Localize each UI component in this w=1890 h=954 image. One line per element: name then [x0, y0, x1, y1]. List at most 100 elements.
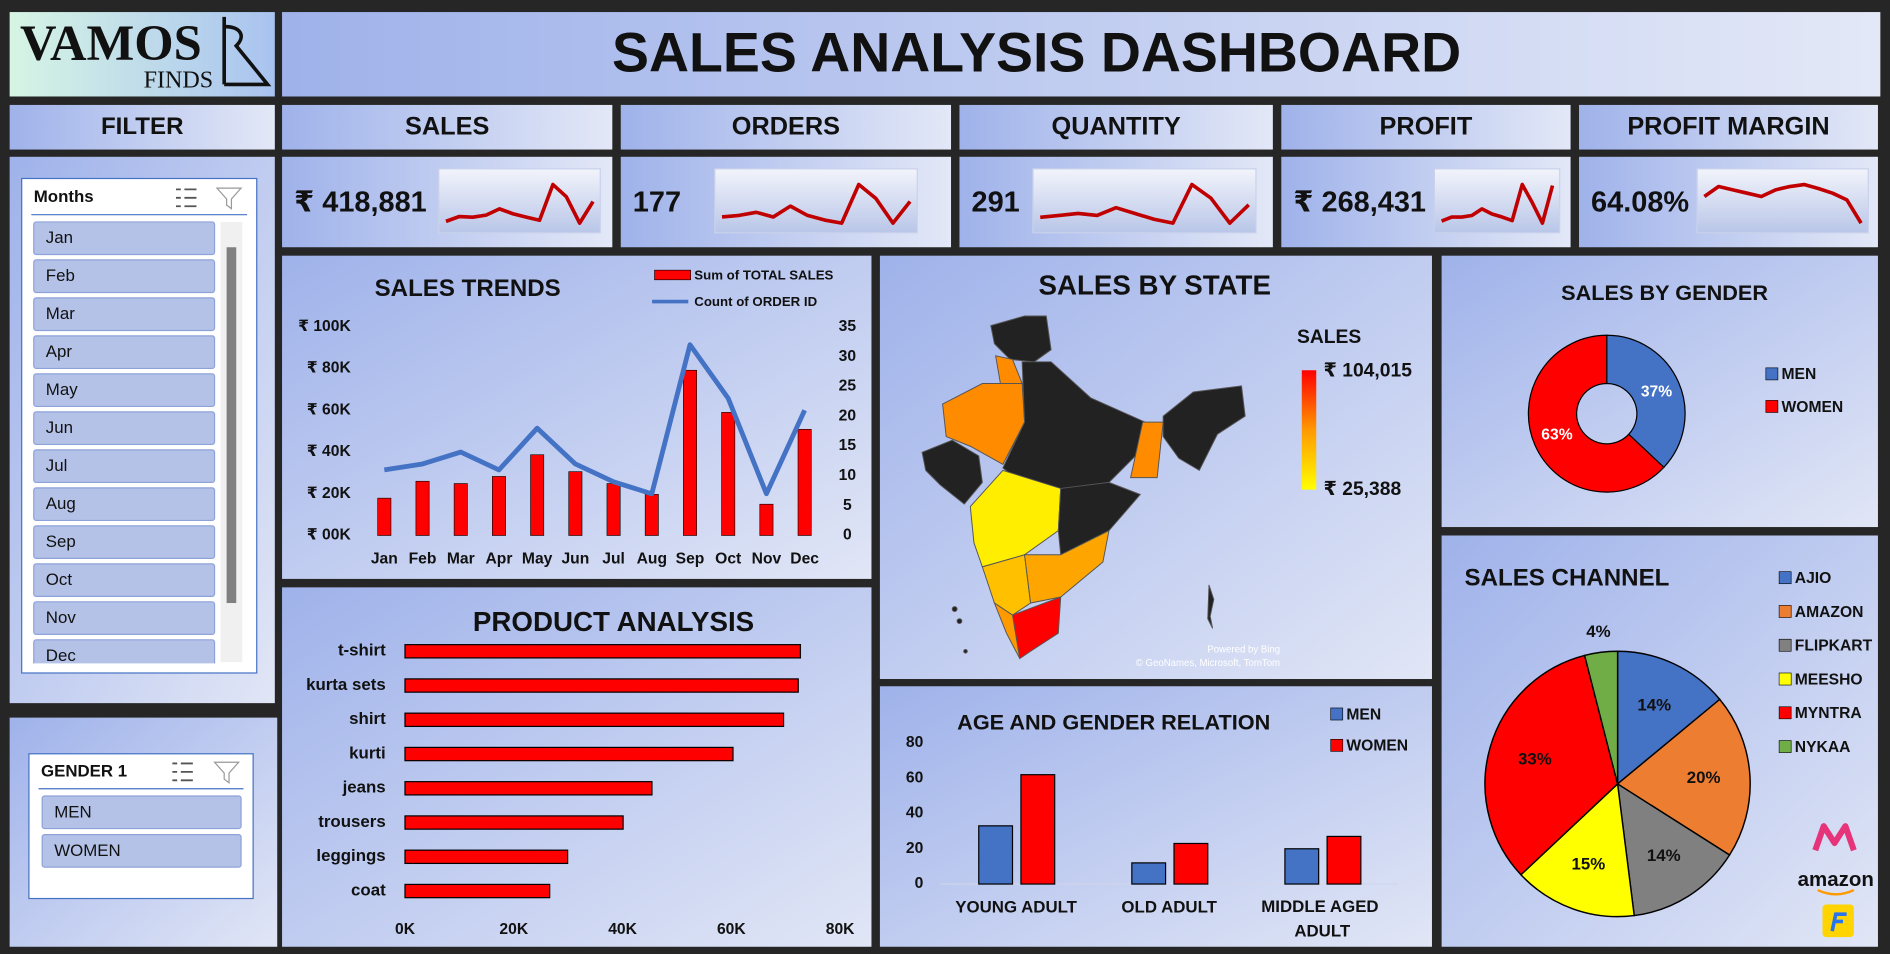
scrollbar-thumb[interactable]: [226, 247, 237, 604]
multi-select-icon[interactable]: [175, 188, 197, 208]
y-tick-label: 60: [906, 769, 924, 786]
bar: [404, 883, 551, 899]
legend-swatch: [1778, 605, 1792, 618]
bar: [1173, 842, 1209, 885]
slicer-item-label[interactable]: Jun: [46, 418, 73, 437]
kpi-header: [620, 104, 952, 150]
legend-label: Sum of TOTAL SALES: [694, 268, 833, 283]
chart-title: AGE AND GENDER RELATION: [957, 709, 1270, 734]
legend-label: MEESHO: [1795, 671, 1863, 688]
kpi-value: 64.08%: [1591, 186, 1689, 218]
slicer-item-label[interactable]: Feb: [46, 266, 75, 285]
legend-title: SALES: [1297, 327, 1361, 348]
slicer-item[interactable]: [33, 563, 216, 598]
slicer-item[interactable]: [33, 411, 216, 446]
chart-title: SALES BY STATE: [1038, 269, 1270, 300]
y2-tick-label: 15: [839, 437, 857, 454]
pie-slice: [1616, 698, 1751, 857]
x-tick-label: 20K: [499, 921, 528, 938]
x-tick-label: Jan: [371, 551, 398, 568]
x-tick-label: Mar: [447, 551, 475, 568]
slicer-item-label[interactable]: Oct: [46, 570, 73, 589]
y-tick-label: trousers: [318, 812, 385, 831]
slicer-item-label[interactable]: Dec: [46, 646, 76, 665]
logo-tagline: FINDS: [144, 68, 214, 94]
bar: [1131, 862, 1167, 885]
slicer-item[interactable]: [33, 297, 216, 332]
slicer-item[interactable]: [33, 335, 216, 370]
sparkline-box: [1032, 168, 1257, 234]
x-tick-label: 80K: [826, 921, 855, 938]
slicer-item[interactable]: [33, 373, 216, 408]
map-attribution: Powered by Bing: [1207, 645, 1280, 656]
slicer-item[interactable]: [33, 525, 216, 560]
kpi-value: ₹ 418,881: [294, 186, 427, 218]
y-tick-label: ₹ 00K: [307, 527, 352, 544]
y-tick-label: jeans: [342, 778, 386, 797]
slicer-item-label[interactable]: Aug: [46, 494, 76, 513]
bar: [404, 849, 569, 865]
pie-slice: [1583, 650, 1619, 785]
legend-swatch: [1765, 367, 1779, 381]
bar: [404, 781, 653, 796]
slicer-item[interactable]: [41, 833, 242, 868]
multi-select-icon[interactable]: [172, 762, 193, 782]
slicer-item[interactable]: [41, 795, 242, 830]
sparkline: [721, 182, 912, 225]
clear-filter-icon[interactable]: [213, 761, 241, 784]
bar: [453, 483, 468, 536]
y2-tick-label: 10: [839, 467, 857, 484]
title-banner: [282, 12, 1881, 97]
slicer-item[interactable]: [33, 601, 216, 635]
data-label: 14%: [1637, 695, 1671, 714]
data-label: 4%: [1586, 622, 1610, 641]
legend-label: WOMEN: [1346, 738, 1408, 755]
slicer-item-label[interactable]: Apr: [46, 342, 73, 361]
x-tick-label: Jul: [602, 551, 625, 568]
slicer-item-label[interactable]: WOMEN: [54, 841, 120, 860]
sparkline: [1703, 182, 1863, 225]
slicer-item-label[interactable]: Jul: [46, 456, 68, 475]
slicer-item[interactable]: [33, 487, 216, 522]
slicer-item-label[interactable]: Jan: [46, 228, 73, 247]
bar: [404, 644, 802, 659]
donut-slice: [1527, 334, 1665, 493]
sparkline: [1040, 182, 1251, 225]
slicer-item[interactable]: [33, 639, 216, 673]
slicer-item-label[interactable]: May: [46, 380, 78, 399]
map-attribution: © GeoNames, Microsoft, TomTom: [1136, 658, 1280, 669]
bar: [415, 480, 430, 536]
slicer-item[interactable]: [33, 449, 216, 484]
bar: [644, 494, 659, 536]
kpi-value: 177: [633, 186, 681, 218]
slicer-item-label[interactable]: MEN: [54, 802, 91, 821]
kpi-label: QUANTITY: [1052, 113, 1181, 141]
sparkline-box: [714, 168, 918, 234]
legend-label: NYKAA: [1795, 739, 1851, 756]
slicer-item-label[interactable]: Nov: [46, 608, 77, 627]
amazon-logo: amazon: [1798, 868, 1874, 891]
x-tick-label: Oct: [715, 551, 742, 568]
sparkline-box: [1433, 168, 1561, 234]
slicer-item[interactable]: [33, 259, 216, 294]
y-tick-label: ₹ 60K: [307, 401, 352, 418]
slicer-item-label[interactable]: Mar: [46, 304, 75, 323]
bar: [1284, 848, 1320, 885]
slicer-item-label[interactable]: Sep: [46, 532, 76, 551]
kpi-label: SALES: [405, 113, 489, 141]
kpi-label: PROFIT MARGIN: [1627, 113, 1829, 141]
legend-label: FLIPKART: [1795, 638, 1873, 655]
y-tick-label: coat: [351, 880, 386, 899]
pie-slice: [1616, 650, 1721, 786]
data-label: 14%: [1647, 846, 1681, 865]
y-tick-label: t-shirt: [338, 641, 386, 660]
slicer-title: Months: [34, 187, 94, 206]
line: [383, 342, 807, 497]
slicer-item[interactable]: [33, 221, 216, 256]
clear-filter-icon[interactable]: [215, 187, 243, 210]
filter-title: FILTER: [101, 113, 184, 140]
bar: [530, 454, 545, 536]
logo-hanger: [222, 16, 272, 87]
